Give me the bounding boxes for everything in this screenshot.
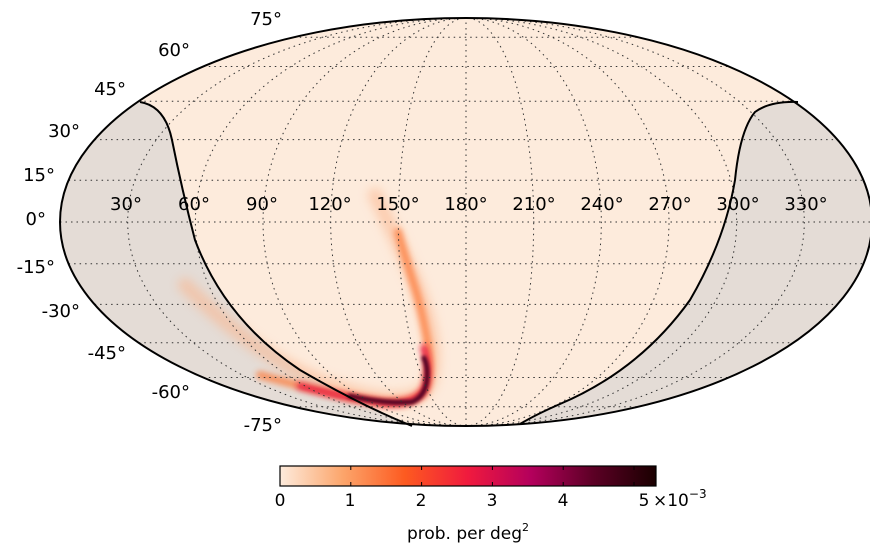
lat-label-minus60: -60° bbox=[152, 382, 190, 403]
colorbar-tick-label-4: 4 bbox=[558, 491, 569, 511]
lat-label-45: 45° bbox=[94, 79, 126, 100]
lat-label-minus15: -15° bbox=[17, 257, 55, 278]
colorbar-tick-label-1: 1 bbox=[345, 491, 356, 511]
colorbar-ticks bbox=[279, 466, 635, 486]
lon-label-150: 150° bbox=[376, 194, 419, 215]
colorbar: 0 1 2 3 4 5 ×10−3 prob. per deg2 bbox=[275, 465, 707, 544]
meridian-line bbox=[489, 18, 805, 426]
colorbar-axis-label: prob. per deg2 bbox=[407, 521, 529, 544]
colorbar-tick-label-5: 5 bbox=[639, 491, 650, 511]
colorbar-tick-label-0: 0 bbox=[275, 491, 286, 511]
lon-label-300: 300° bbox=[716, 194, 759, 215]
probability-heatmap bbox=[178, 188, 441, 407]
lon-label-270: 270° bbox=[648, 194, 691, 215]
lat-label-30: 30° bbox=[48, 121, 80, 142]
colorbar-exponent-label: ×10−3 bbox=[653, 487, 707, 511]
boundary-curve-right bbox=[519, 100, 799, 425]
lon-label-90: 90° bbox=[246, 194, 278, 215]
meridian-line bbox=[480, 18, 670, 426]
lat-label-0: 0° bbox=[26, 209, 46, 230]
boundary-curve-left bbox=[139, 101, 413, 427]
lat-label-15: 15° bbox=[23, 165, 55, 186]
lon-label-330: 330° bbox=[784, 194, 827, 215]
colorbar-gradient bbox=[279, 465, 657, 487]
lat-label-minus30: -30° bbox=[42, 301, 80, 322]
longitude-labels: 30° 60° 90° 120° 150° 180° 210° 240° 270… bbox=[110, 194, 828, 215]
lon-label-120: 120° bbox=[308, 194, 351, 215]
meridian-line bbox=[262, 18, 452, 426]
lat-label-60: 60° bbox=[158, 40, 190, 61]
lon-label-30: 30° bbox=[110, 194, 142, 215]
lon-label-240: 240° bbox=[580, 194, 623, 215]
lon-label-60: 60° bbox=[178, 194, 210, 215]
meridian-line bbox=[475, 18, 602, 426]
lat-label-minus75: -75° bbox=[244, 415, 282, 436]
lon-label-180: 180° bbox=[444, 194, 487, 215]
map-outline bbox=[59, 17, 870, 427]
heat-band-peak bbox=[347, 355, 430, 405]
latitude-labels: 75° 60° 45° 30° 15° 0° -15° -30° -45° -6… bbox=[17, 9, 282, 436]
colorbar-tick-label-2: 2 bbox=[416, 491, 427, 511]
boundary-curves bbox=[139, 100, 799, 427]
colorbar-tick-label-3: 3 bbox=[487, 491, 498, 511]
lat-label-minus45: -45° bbox=[88, 343, 126, 364]
graticule-lines bbox=[60, 18, 870, 426]
lat-label-75: 75° bbox=[250, 9, 282, 30]
lon-label-210: 210° bbox=[512, 194, 555, 215]
map-background bbox=[60, 18, 870, 426]
meridian-line bbox=[127, 18, 443, 426]
